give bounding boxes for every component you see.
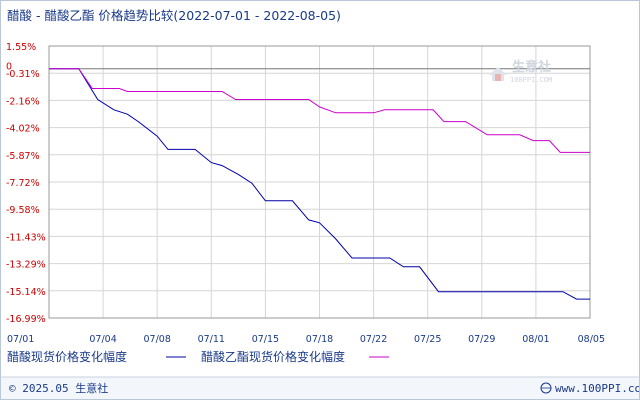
series-line-1 xyxy=(49,68,590,153)
footer-copyright: © 2025.05 生意社 xyxy=(9,381,108,395)
footer-bar xyxy=(1,377,639,399)
logo-door xyxy=(495,74,501,81)
y-tick-label: -5.87% xyxy=(6,151,40,162)
x-tick-label: 07/18 xyxy=(306,334,333,345)
chart-title: 醋酸 - 醋酸乙酯 价格趋势比较(2022-07-01 - 2022-08-05… xyxy=(7,8,341,23)
watermark-url: 100PPI.COM xyxy=(510,76,552,84)
legend-label-ethyl-acetate: 醋酸乙酯现货价格变化幅度 xyxy=(201,349,345,364)
y-tick-label: -4.02% xyxy=(6,124,40,135)
y-tick-label: -16.99% xyxy=(6,314,46,325)
y-tick-label: -15.14% xyxy=(6,287,46,298)
series-lines xyxy=(49,68,590,300)
x-tick-label: 07/01 xyxy=(7,334,34,345)
x-tick-label: 07/04 xyxy=(89,334,116,345)
y-tick-label: 1.55% xyxy=(6,42,36,53)
y-tick-labels: 1.55% -0.31% -2.16% -4.02% -5.87% -7.72% -9.58… xyxy=(6,42,46,325)
watermark: 生意社 100PPI.COM xyxy=(489,59,552,84)
watermark-name: 生意社 xyxy=(512,59,551,75)
plot-area xyxy=(48,45,591,319)
y-tick-label: -9.58% xyxy=(6,205,40,216)
x-tick-label: 07/25 xyxy=(414,334,441,345)
x-tick-label: 07/22 xyxy=(360,334,387,345)
x-tick-label: 07/11 xyxy=(198,334,225,345)
x-tick-label: 08/05 xyxy=(578,334,605,345)
legend-label-acetic-acid: 醋酸现货价格变化幅度 xyxy=(7,349,127,364)
y-tick-label: -11.43% xyxy=(6,232,46,243)
x-tick-label: 07/29 xyxy=(468,334,495,345)
zero-label: 0 xyxy=(6,62,12,73)
y-tick-label: -13.29% xyxy=(6,260,46,271)
x-tick-label: 07/15 xyxy=(252,334,279,345)
x-tick-label: 08/01 xyxy=(522,334,549,345)
y-tick-label: -2.16% xyxy=(6,96,40,107)
y-tick-label: -7.72% xyxy=(6,178,40,189)
series-line-0 xyxy=(49,68,590,300)
x-tick-label: 07/08 xyxy=(144,334,171,345)
x-tick-labels: 07/01 07/04 07/08 07/11 07/15 07/18 07/22 07/25… xyxy=(7,334,605,345)
footer-site-link[interactable]: www.100PPI.com xyxy=(555,382,639,395)
footer-site[interactable]: www.100PPI.com xyxy=(540,382,639,395)
y-tick-label: -0.31% xyxy=(6,69,40,80)
